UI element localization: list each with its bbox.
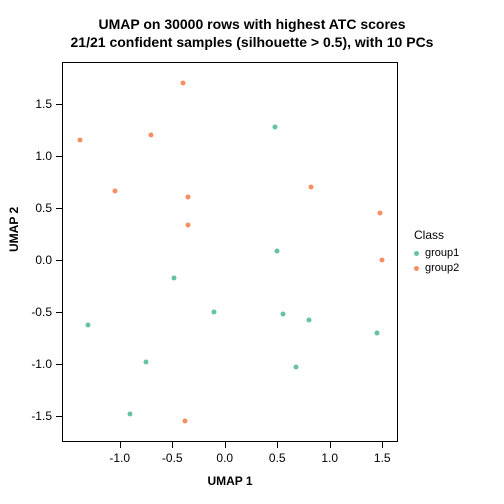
scatter-point [182, 419, 187, 424]
x-tick-label: -0.5 [162, 451, 183, 465]
legend-item: group1 [414, 247, 459, 259]
y-tick [56, 104, 62, 105]
scatter-point [186, 195, 191, 200]
scatter-point [273, 124, 278, 129]
scatter-point [306, 318, 311, 323]
scatter-point [77, 138, 82, 143]
x-tick [225, 442, 226, 448]
scatter-point [180, 80, 185, 85]
x-tick [120, 442, 121, 448]
y-tick-label: 1.0 [35, 149, 52, 163]
y-tick [56, 416, 62, 417]
y-tick [56, 260, 62, 261]
legend-label: group1 [425, 247, 459, 259]
y-tick-label: 1.5 [35, 97, 52, 111]
legend-label: group2 [425, 262, 459, 274]
x-tick [330, 442, 331, 448]
legend-item: group2 [414, 262, 459, 274]
x-tick-label: 1.0 [321, 451, 338, 465]
x-axis-label: UMAP 1 [207, 474, 252, 488]
chart-title-line1: UMAP on 30000 rows with highest ATC scor… [0, 16, 504, 32]
legend-title: Class [414, 228, 459, 242]
scatter-point [380, 257, 385, 262]
y-tick-label: -1.0 [31, 357, 52, 371]
legend: Class group1 group2 [414, 228, 459, 274]
scatter-point [294, 365, 299, 370]
scatter-point [378, 210, 383, 215]
scatter-point [128, 411, 133, 416]
x-tick-label: -1.0 [109, 451, 130, 465]
y-axis-label: UMAP 2 [7, 207, 21, 252]
x-tick-label: 1.5 [374, 451, 391, 465]
chart-container: UMAP on 30000 rows with highest ATC scor… [0, 0, 504, 504]
scatter-point [280, 311, 285, 316]
plot-area [62, 62, 398, 442]
scatter-point [172, 275, 177, 280]
y-tick-label: 0.0 [35, 253, 52, 267]
scatter-point [86, 323, 91, 328]
y-tick [56, 364, 62, 365]
x-tick [172, 442, 173, 448]
legend-marker [414, 251, 419, 256]
scatter-point [275, 249, 280, 254]
x-tick [382, 442, 383, 448]
scatter-point [308, 184, 313, 189]
y-tick-label: -0.5 [31, 305, 52, 319]
scatter-point [186, 223, 191, 228]
x-tick-label: 0.5 [269, 451, 286, 465]
scatter-point [375, 330, 380, 335]
y-tick [56, 312, 62, 313]
scatter-point [112, 189, 117, 194]
y-tick-label: 0.5 [35, 201, 52, 215]
y-tick [56, 208, 62, 209]
chart-title-line2: 21/21 confident samples (silhouette > 0.… [0, 34, 504, 50]
x-tick [277, 442, 278, 448]
scatter-point [144, 359, 149, 364]
y-tick [56, 156, 62, 157]
x-tick-label: 0.0 [216, 451, 233, 465]
scatter-point [212, 309, 217, 314]
legend-marker [414, 266, 419, 271]
y-tick-label: -1.5 [31, 409, 52, 423]
scatter-point [149, 132, 154, 137]
